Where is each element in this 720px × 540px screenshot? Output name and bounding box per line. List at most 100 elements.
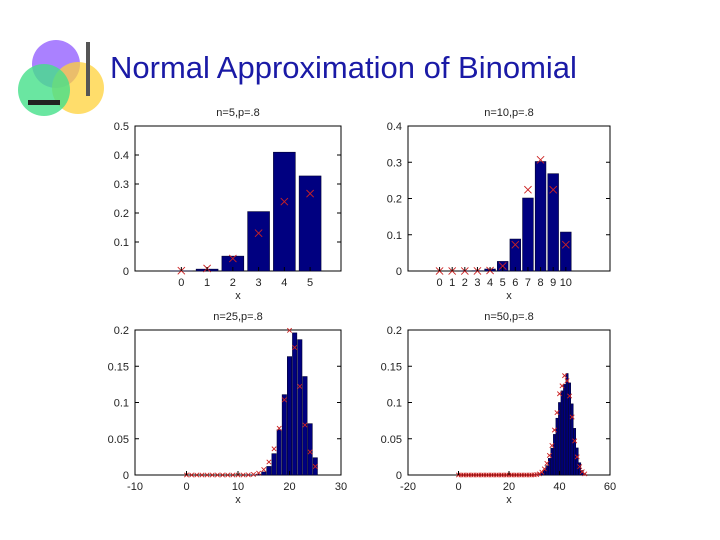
normal-marker <box>307 449 313 455</box>
normal-marker <box>306 189 315 198</box>
x-axis-label: x <box>235 290 241 302</box>
normal-marker <box>582 471 588 477</box>
x-tick-label: 5 <box>307 277 313 289</box>
normal-marker <box>536 471 542 477</box>
normal-marker <box>302 422 308 428</box>
x-tick-label: 4 <box>281 277 287 289</box>
x-tick-label: 7 <box>525 277 531 289</box>
bar <box>550 447 554 476</box>
normal-marker <box>228 254 237 263</box>
normal-marker <box>254 229 263 238</box>
normal-marker <box>498 262 507 270</box>
bar <box>565 373 569 476</box>
normal-marker <box>577 464 583 470</box>
bar <box>542 469 546 476</box>
y-tick-label: 0 <box>396 266 402 278</box>
bar <box>560 390 564 476</box>
plot-frame <box>407 329 611 476</box>
chart-panel-n5: n=5,p=.8 0 0.1 0.2 0.3 0.4 0.5 0 1 2 3 4 5 x <box>114 107 342 302</box>
bar <box>575 447 579 476</box>
normal-marker <box>214 472 220 478</box>
bar <box>534 161 547 272</box>
bar <box>555 417 559 476</box>
y-tick-label: 0.4 <box>387 121 402 133</box>
normal-marker <box>240 472 246 478</box>
chart-title: n=50,p=.8 <box>484 311 534 323</box>
x-tick-label: 20 <box>283 481 295 493</box>
bar <box>247 211 270 272</box>
y-tick-label: 0.05 <box>108 434 129 446</box>
bar <box>307 423 313 476</box>
normal-marker <box>230 472 236 478</box>
y-tick-label: 0.2 <box>114 325 129 337</box>
normal-marker <box>574 454 580 460</box>
bar <box>578 462 582 476</box>
bar <box>276 429 282 476</box>
bar <box>558 402 561 476</box>
x-tick-label: 8 <box>538 277 544 289</box>
x-tick-label: 5 <box>500 277 506 289</box>
bar <box>261 471 267 476</box>
bar <box>548 458 551 476</box>
slide-title: Normal Approximation of Binomial <box>110 50 577 85</box>
normal-marker <box>280 197 289 206</box>
normal-marker <box>539 469 545 475</box>
x-tick-label: -10 <box>127 481 143 493</box>
x-tick-label: 40 <box>553 481 565 493</box>
normal-marker <box>511 240 520 249</box>
normal-marker <box>549 185 558 194</box>
bar <box>568 382 571 476</box>
normal-marker <box>266 459 272 465</box>
normal-marker <box>544 460 550 466</box>
normal-marker <box>569 414 575 420</box>
plot-frame <box>407 125 611 272</box>
normal-marker <box>549 443 555 449</box>
y-tick-label: 0.3 <box>114 179 129 191</box>
normal-marker <box>220 472 226 478</box>
x-axis-label: x <box>506 494 512 506</box>
x-tick-label: 0 <box>183 481 189 493</box>
x-tick-label: 10 <box>560 277 572 289</box>
chart-panel-n10: n=10,p=.800.10.20.30.40 1 2 3 4 5 6 7 8 9 10x <box>387 107 611 302</box>
normal-marker <box>286 327 293 333</box>
normal-marker <box>245 472 251 478</box>
bar <box>287 356 292 476</box>
x-tick-label: 0 <box>437 277 443 289</box>
normal-marker <box>297 383 303 389</box>
chart-panel-n25: n=25,p=.800.050.10.150.2-10 0 10 20 30x <box>108 311 348 506</box>
normal-marker <box>541 466 547 472</box>
logo-circles-icon <box>18 40 104 116</box>
x-tick-label: 1 <box>204 277 210 289</box>
bar <box>560 231 572 272</box>
x-tick-label: 60 <box>604 481 616 493</box>
bar <box>563 384 566 476</box>
normal-marker <box>189 472 195 478</box>
x-tick-label: 9 <box>550 277 556 289</box>
x-tick-label: 3 <box>256 277 262 289</box>
normal-marker <box>250 471 256 477</box>
bar <box>553 434 556 476</box>
chart-title: n=25,p=.8 <box>213 311 263 323</box>
x-tick-label: 30 <box>335 481 347 493</box>
bar <box>297 339 303 476</box>
x-tick-label: 10 <box>232 481 244 493</box>
x-tick-label: 0 <box>178 277 184 289</box>
normal-marker <box>271 446 277 452</box>
y-tick-label: 0 <box>123 470 129 482</box>
chart-title: n=5,p=.8 <box>216 107 259 119</box>
chart-title: n=10,p=.8 <box>484 107 534 119</box>
x-tick-label: 4 <box>487 277 493 289</box>
y-tick-label: 0 <box>396 470 402 482</box>
y-tick-label: 0.1 <box>387 230 402 242</box>
bar <box>266 466 272 476</box>
x-tick-label: 0 <box>455 481 461 493</box>
bar <box>273 151 296 272</box>
x-tick-label: 2 <box>462 277 468 289</box>
normal-marker <box>209 472 215 478</box>
normal-marker <box>546 452 552 458</box>
normal-marker <box>256 470 262 476</box>
x-tick-label: 3 <box>474 277 480 289</box>
y-tick-label: 0.1 <box>387 398 402 410</box>
normal-marker <box>572 438 578 444</box>
